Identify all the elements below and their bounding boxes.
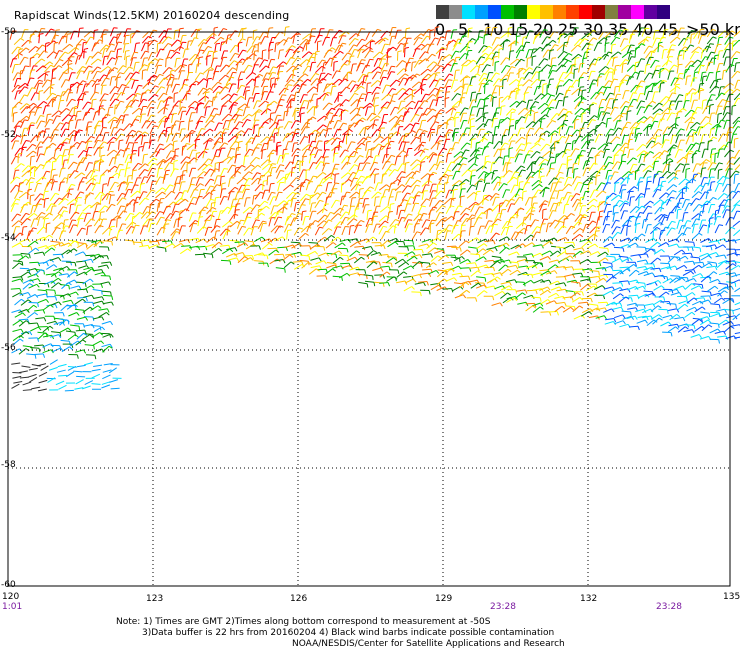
lon-label-126: 126	[290, 594, 308, 604]
time-label-end: 23:28	[656, 602, 682, 612]
note-line-3: NOAA/NESDIS/Center for Satellite Applica…	[292, 639, 565, 649]
lon-label-135: 135	[723, 592, 740, 602]
colorbar-segment	[475, 5, 488, 19]
colorbar-label-40: 40	[633, 20, 654, 39]
colorbar-segment	[488, 5, 501, 19]
colorbar-segment	[605, 5, 618, 19]
colorbar-segment	[631, 5, 644, 19]
lon-label-132: 132	[580, 594, 598, 604]
colorbar-segment	[436, 5, 449, 19]
time-label-mid: 23:28	[490, 602, 516, 612]
map-frame	[7, 31, 731, 587]
colorbar-segment	[657, 5, 670, 19]
lat-label--50: -50	[1, 27, 16, 37]
colorbar-label-35: 35	[608, 20, 629, 39]
lon-label-129: 129	[435, 594, 453, 604]
colorbar-segment	[579, 5, 592, 19]
colorbar-segment	[553, 5, 566, 19]
map-title: Rapidscat Winds(12.5KM) 20160204 descend…	[14, 9, 290, 22]
lon-label-120: 120	[2, 592, 20, 602]
lon-label-123: 123	[146, 594, 164, 604]
note-line-2: 3)Data buffer is 22 hrs from 20160204 4)…	[142, 628, 555, 638]
colorbar-segment	[540, 5, 553, 19]
colorbar-segment	[462, 5, 475, 19]
colorbar-segment	[618, 5, 631, 19]
lat-label--56: -56	[1, 343, 16, 353]
colorbar-label-30: 30	[583, 20, 604, 39]
colorbar-segment	[527, 5, 540, 19]
lat-label--58: -58	[1, 460, 16, 470]
colorbar-label-0: 0	[435, 20, 446, 39]
note-line-1: Note: 1) Times are GMT 2)Times along bot…	[116, 617, 491, 627]
lat-label--52: -52	[1, 130, 16, 140]
colorbar-segment	[514, 5, 527, 19]
lat-label--60: -60	[1, 580, 16, 590]
time-label-start: 1:01	[2, 602, 23, 612]
colorbar-segment	[566, 5, 579, 19]
colorbar-segment	[644, 5, 657, 19]
colorbar-segment	[449, 5, 462, 19]
colorbar-segment	[501, 5, 514, 19]
colorbar-segment	[592, 5, 605, 19]
wind-barbs-layer	[9, 26, 740, 392]
lat-label--54: -54	[1, 233, 16, 243]
wind-speed-colorbar	[436, 5, 670, 19]
colorbar-label-5: 5	[458, 20, 469, 39]
